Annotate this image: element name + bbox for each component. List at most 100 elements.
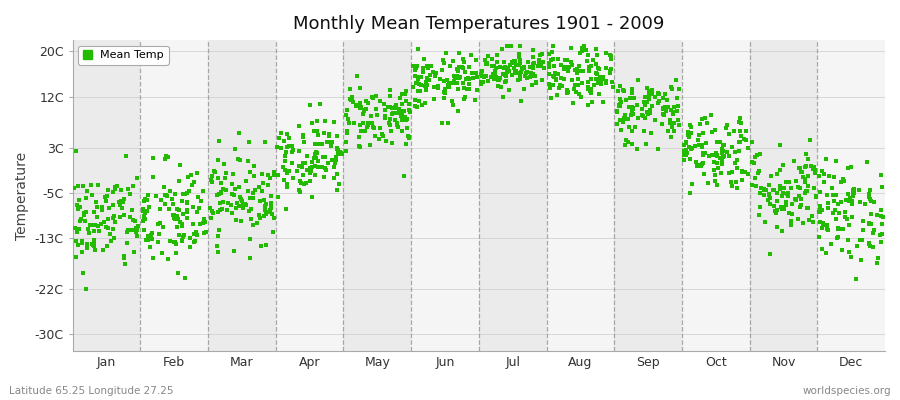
Point	[710, 160, 724, 166]
Point	[77, 211, 92, 218]
Point	[90, 214, 104, 220]
Point	[678, 142, 692, 148]
Point	[343, 86, 357, 92]
Point	[310, 158, 325, 164]
Point	[373, 125, 387, 131]
Point	[714, 154, 728, 161]
Point	[571, 66, 585, 72]
Point	[284, 142, 299, 149]
Point	[102, 204, 116, 211]
Point	[232, 130, 247, 136]
Point	[452, 75, 466, 81]
Point	[716, 154, 731, 160]
Point	[177, 275, 192, 282]
Point	[695, 116, 709, 122]
Point	[172, 231, 186, 238]
Point	[452, 50, 466, 56]
Point	[79, 194, 94, 201]
Point	[638, 98, 652, 105]
Point	[315, 164, 329, 170]
Point	[366, 124, 381, 130]
Point	[491, 77, 506, 84]
Point	[507, 65, 521, 72]
Point	[576, 42, 590, 49]
Point	[450, 80, 464, 86]
Point	[665, 111, 680, 117]
Point	[389, 102, 403, 109]
Point	[529, 79, 544, 86]
Point	[741, 145, 755, 152]
Point	[542, 71, 556, 78]
Point	[280, 170, 294, 176]
Point	[79, 241, 94, 248]
Point	[146, 155, 160, 161]
Point	[390, 122, 404, 128]
Point	[836, 226, 850, 233]
Point	[442, 84, 456, 91]
Point	[447, 73, 462, 79]
Point	[667, 104, 681, 110]
Point	[451, 67, 465, 74]
Point	[126, 217, 140, 223]
Point	[715, 150, 729, 156]
Point	[123, 191, 138, 198]
Point	[763, 251, 778, 257]
Point	[508, 68, 523, 74]
Point	[106, 212, 121, 219]
Point	[318, 154, 332, 160]
Point	[631, 77, 645, 84]
Point	[256, 179, 270, 186]
Point	[473, 71, 488, 78]
Point	[781, 209, 796, 216]
Point	[257, 213, 272, 219]
Point	[339, 112, 354, 118]
Point	[456, 96, 471, 102]
Point	[648, 94, 662, 100]
Point	[399, 98, 413, 105]
Point	[479, 72, 493, 79]
Point	[695, 144, 709, 151]
Point	[736, 136, 751, 142]
Point	[143, 244, 157, 250]
Point	[793, 165, 807, 172]
Point	[800, 188, 814, 194]
Point	[418, 56, 432, 63]
Point	[94, 204, 109, 210]
Point	[86, 228, 101, 234]
Point	[788, 197, 803, 203]
Point	[279, 205, 293, 212]
Point	[227, 192, 241, 198]
Point	[452, 64, 466, 70]
Point	[694, 163, 708, 170]
Point	[317, 130, 331, 136]
Point	[421, 76, 436, 83]
Point	[612, 102, 626, 109]
Point	[826, 210, 841, 216]
Bar	[275, 40, 344, 351]
Point	[716, 148, 730, 154]
Point	[488, 69, 502, 76]
Bar	[411, 40, 479, 351]
Point	[466, 74, 481, 81]
Point	[264, 205, 278, 211]
Point	[225, 190, 239, 197]
Point	[455, 56, 470, 62]
Point	[763, 173, 778, 180]
Point	[827, 174, 842, 180]
Point	[257, 139, 272, 145]
Point	[794, 168, 808, 175]
Point	[141, 233, 156, 239]
Point	[280, 144, 294, 150]
Point	[267, 172, 282, 178]
Point	[625, 104, 639, 110]
Point	[499, 72, 513, 78]
Point	[683, 156, 698, 162]
Point	[870, 260, 885, 266]
Point	[181, 173, 195, 180]
Point	[518, 73, 533, 80]
Point	[827, 198, 842, 204]
Point	[246, 195, 260, 202]
Point	[340, 116, 355, 122]
Point	[292, 189, 307, 196]
Point	[819, 250, 833, 256]
